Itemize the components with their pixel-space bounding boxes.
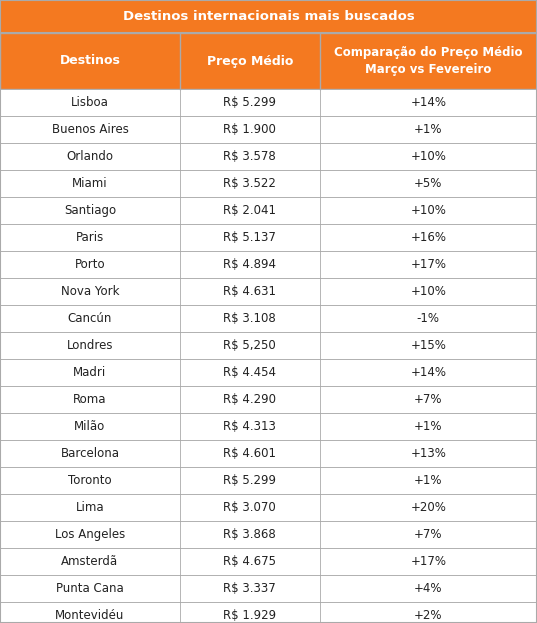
Text: +1%: +1% [414, 474, 442, 487]
Text: R$ 5,250: R$ 5,250 [223, 339, 276, 352]
Bar [0, 413, 537, 440]
Text: +4%: +4% [414, 582, 442, 595]
Text: R$ 4.313: R$ 4.313 [223, 420, 276, 433]
Text: Lima: Lima [76, 501, 104, 514]
Bar [0, 143, 537, 170]
Text: +20%: +20% [410, 501, 446, 514]
Text: Cancún: Cancún [68, 312, 112, 325]
Text: Madri: Madri [74, 366, 106, 379]
Text: +14%: +14% [410, 96, 446, 109]
Text: Londres: Londres [67, 339, 113, 352]
Text: R$ 4.675: R$ 4.675 [223, 555, 276, 568]
Text: Buenos Aires: Buenos Aires [52, 123, 128, 136]
Text: R$ 4.894: R$ 4.894 [223, 258, 276, 271]
Text: Montevidéu: Montevidéu [55, 609, 125, 622]
Text: R$ 4.290: R$ 4.290 [223, 393, 276, 406]
Text: R$ 5.137: R$ 5.137 [223, 231, 276, 244]
Text: Barcelona: Barcelona [61, 447, 119, 460]
Text: Toronto: Toronto [68, 474, 112, 487]
Text: +7%: +7% [414, 528, 442, 541]
Bar [0, 440, 537, 467]
Text: R$ 2.041: R$ 2.041 [223, 204, 276, 217]
Text: +10%: +10% [410, 285, 446, 298]
Text: Roma: Roma [73, 393, 107, 406]
Text: Miami: Miami [72, 177, 108, 190]
Bar [0, 494, 537, 521]
Text: Destinos: Destinos [60, 54, 120, 67]
Bar [0, 278, 537, 305]
Text: +1%: +1% [414, 420, 442, 433]
Text: +14%: +14% [410, 366, 446, 379]
Text: Punta Cana: Punta Cana [56, 582, 124, 595]
Text: +16%: +16% [410, 231, 446, 244]
Text: Lisboa: Lisboa [71, 96, 109, 109]
Bar [0, 305, 537, 332]
Bar [0, 197, 537, 224]
Text: +10%: +10% [410, 204, 446, 217]
Text: Los Angeles: Los Angeles [55, 528, 125, 541]
Text: R$ 3.868: R$ 3.868 [223, 528, 276, 541]
Text: Preço Médio: Preço Médio [207, 54, 293, 67]
Text: +1%: +1% [414, 123, 442, 136]
Text: +5%: +5% [414, 177, 442, 190]
Bar [0, 548, 537, 575]
Text: Paris: Paris [76, 231, 104, 244]
Bar [0, 0, 537, 33]
Text: R$ 4.601: R$ 4.601 [223, 447, 276, 460]
Bar [0, 251, 537, 278]
Text: Orlando: Orlando [67, 150, 113, 163]
Bar [0, 521, 537, 548]
Bar [0, 575, 537, 602]
Text: R$ 5.299: R$ 5.299 [223, 474, 276, 487]
Text: R$ 3.522: R$ 3.522 [223, 177, 276, 190]
Text: +13%: +13% [410, 447, 446, 460]
Text: R$ 1.929: R$ 1.929 [223, 609, 276, 622]
Bar [0, 116, 537, 143]
Text: +15%: +15% [410, 339, 446, 352]
Bar [0, 170, 537, 197]
Text: Destinos internacionais mais buscados: Destinos internacionais mais buscados [122, 10, 415, 23]
Bar [0, 224, 537, 251]
Text: R$ 3.108: R$ 3.108 [223, 312, 276, 325]
Bar [0, 602, 537, 623]
Text: +2%: +2% [414, 609, 442, 622]
Text: Milão: Milão [74, 420, 106, 433]
Text: R$ 3.578: R$ 3.578 [223, 150, 276, 163]
Bar [0, 332, 537, 359]
Bar [0, 467, 537, 494]
Bar [0, 89, 537, 116]
Text: +17%: +17% [410, 555, 446, 568]
Text: Comparação do Preço Médio
Março vs Fevereiro: Comparação do Preço Médio Março vs Fever… [334, 46, 523, 76]
Text: R$ 4.454: R$ 4.454 [223, 366, 276, 379]
Text: R$ 5.299: R$ 5.299 [223, 96, 276, 109]
Bar [0, 386, 537, 413]
Text: R$ 1.900: R$ 1.900 [223, 123, 276, 136]
Text: Porto: Porto [75, 258, 105, 271]
Bar [0, 33, 537, 89]
Text: +17%: +17% [410, 258, 446, 271]
Text: +7%: +7% [414, 393, 442, 406]
Bar [0, 359, 537, 386]
Text: +10%: +10% [410, 150, 446, 163]
Text: Amsterdã: Amsterdã [61, 555, 119, 568]
Text: R$ 3.070: R$ 3.070 [223, 501, 276, 514]
Text: R$ 3.337: R$ 3.337 [223, 582, 276, 595]
Text: R$ 4.631: R$ 4.631 [223, 285, 276, 298]
Text: -1%: -1% [417, 312, 440, 325]
Text: Nova York: Nova York [61, 285, 119, 298]
Text: Santiago: Santiago [64, 204, 116, 217]
